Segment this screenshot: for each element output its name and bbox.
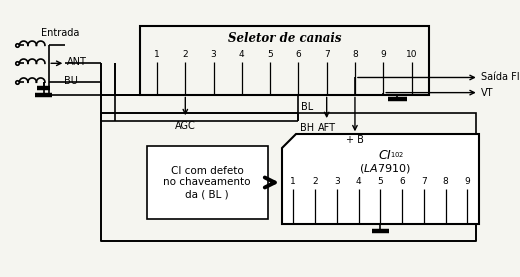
- Text: 2: 2: [183, 50, 188, 59]
- Text: da ( BL ): da ( BL ): [185, 190, 229, 200]
- Text: 3: 3: [211, 50, 216, 59]
- Text: Saída FI: Saída FI: [480, 73, 519, 83]
- Text: AGC: AGC: [175, 121, 196, 131]
- Text: 8: 8: [443, 177, 448, 186]
- Text: 6: 6: [295, 50, 301, 59]
- Text: $(LA7910)$: $(LA7910)$: [359, 162, 411, 175]
- Text: 5: 5: [267, 50, 273, 59]
- Text: + B: + B: [346, 135, 364, 145]
- Text: Entrada: Entrada: [42, 28, 80, 38]
- Text: 7: 7: [421, 177, 427, 186]
- Text: 9: 9: [380, 50, 386, 59]
- Text: 10: 10: [406, 50, 417, 59]
- FancyBboxPatch shape: [147, 146, 268, 219]
- Polygon shape: [282, 134, 479, 224]
- Text: $\it{CI}$: $\it{CI}$: [378, 148, 392, 161]
- Text: 2: 2: [312, 177, 318, 186]
- Text: 4: 4: [239, 50, 245, 59]
- Text: CI com defeto: CI com defeto: [171, 166, 243, 176]
- Text: 7: 7: [324, 50, 330, 59]
- Text: no chaveamento: no chaveamento: [163, 178, 251, 188]
- Text: 4: 4: [356, 177, 361, 186]
- Text: 5: 5: [378, 177, 383, 186]
- Text: 8: 8: [352, 50, 358, 59]
- Text: BH: BH: [300, 123, 315, 133]
- Text: 9: 9: [464, 177, 470, 186]
- Text: 1: 1: [154, 50, 160, 59]
- Text: 6: 6: [399, 177, 405, 186]
- Text: $_{102}$: $_{102}$: [390, 150, 404, 160]
- Text: 3: 3: [334, 177, 340, 186]
- Text: ANT: ANT: [67, 57, 87, 67]
- Text: AFT: AFT: [318, 123, 336, 133]
- Text: Seletor de canais: Seletor de canais: [228, 32, 341, 45]
- Text: BL: BL: [301, 102, 314, 112]
- Text: BU: BU: [64, 76, 78, 86]
- Text: 1: 1: [290, 177, 296, 186]
- Text: VT: VT: [480, 88, 493, 98]
